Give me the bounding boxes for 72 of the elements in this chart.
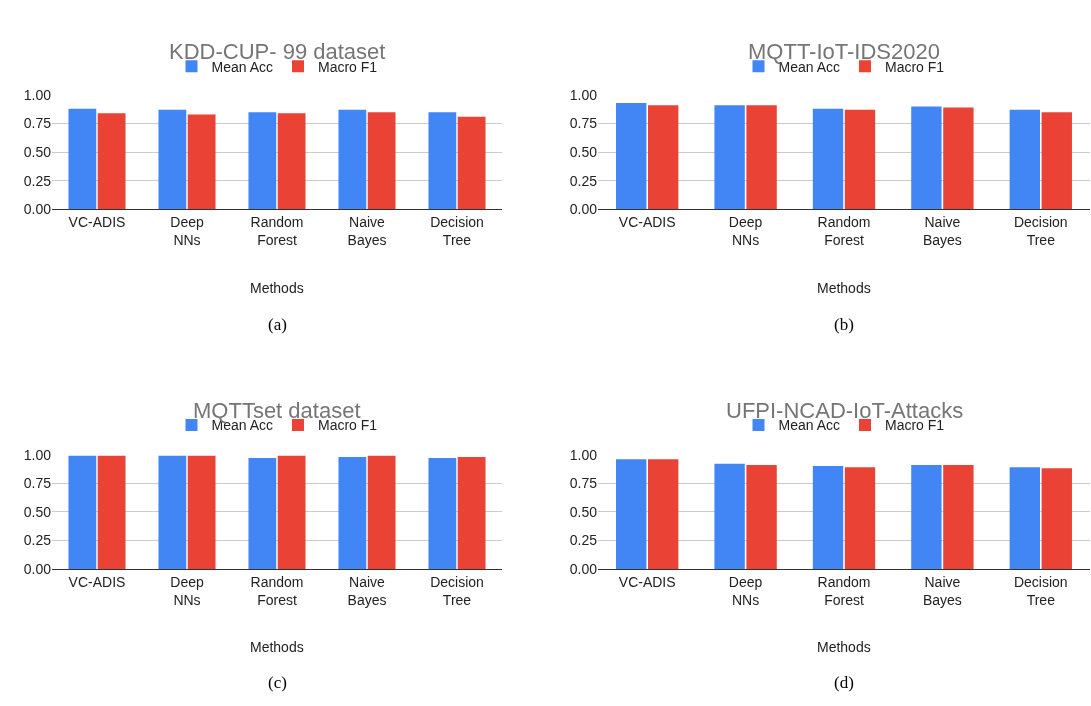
bar	[1041, 468, 1072, 569]
y-tick-label: 0.50	[569, 503, 598, 520]
x-tick-label: VC-ADIS	[618, 214, 676, 231]
legend-label: Macro F1	[317, 58, 378, 75]
x-axis-title: Methods	[817, 639, 871, 655]
bar	[648, 459, 679, 569]
bar	[943, 464, 974, 569]
bar	[911, 106, 942, 210]
bar	[714, 463, 745, 569]
bar	[1009, 467, 1040, 569]
bar	[648, 105, 679, 210]
y-tick-label: 0.75	[569, 115, 598, 132]
y-tick-label: 0.50	[23, 503, 52, 520]
x-tick-label: Deep NNs	[728, 214, 763, 249]
y-tick-label: 0.00	[23, 201, 52, 218]
x-axis-title: Methods	[250, 280, 304, 296]
x-tick-label: Naive Bayes	[922, 214, 962, 249]
y-tick-label: 0.00	[569, 560, 598, 577]
y-tick-label: 0.00	[23, 560, 52, 577]
text: (b)	[834, 315, 854, 334]
x-tick-label: Decision Tree	[430, 573, 484, 608]
bar	[844, 467, 876, 569]
y-tick-label: 0.50	[23, 144, 52, 161]
x-tick-label: Random Forest	[817, 573, 871, 608]
x-tick-label: Naive Bayes	[347, 214, 387, 249]
x-tick-label: VC-ADIS	[68, 573, 126, 590]
x-tick-label: Random Forest	[817, 214, 871, 249]
bar	[1009, 109, 1040, 210]
text: (d)	[834, 673, 854, 692]
x-axis-title: Methods	[250, 639, 304, 655]
x-tick-label: Decision Tree	[1013, 573, 1068, 608]
x-tick-label: Deep NNs	[170, 573, 204, 608]
bar	[616, 459, 647, 569]
x-tick-label: Random Forest	[250, 573, 304, 608]
y-tick-label: 0.25	[23, 532, 52, 549]
bar	[746, 105, 777, 210]
y-tick-label: 1.00	[23, 86, 52, 103]
bar	[943, 107, 974, 210]
y-tick-label: 0.00	[569, 201, 598, 218]
x-tick-label: Decision Tree	[430, 214, 484, 249]
x-tick-label: Random Forest	[250, 214, 304, 249]
x-tick-label: Naive Bayes	[922, 573, 962, 608]
x-tick-label: Decision Tree	[1013, 214, 1068, 249]
bar	[746, 464, 777, 569]
bar	[616, 102, 647, 210]
bar	[911, 464, 942, 569]
x-axis-title: Methods	[817, 280, 871, 296]
bar	[812, 466, 844, 569]
text: (c)	[268, 673, 287, 692]
y-tick-label: 1.00	[569, 86, 598, 103]
x-tick-label: VC-ADIS	[68, 214, 126, 231]
y-tick-label: 0.75	[23, 115, 52, 132]
bar	[1041, 112, 1072, 210]
x-tick-label: VC-ADIS	[618, 573, 676, 590]
legend-label: Macro F1	[884, 58, 945, 75]
x-tick-label: Deep NNs	[170, 214, 204, 249]
legend-label: Macro F1	[884, 417, 945, 434]
bar	[812, 108, 844, 210]
y-tick-label: 0.50	[569, 144, 598, 161]
y-tick-label: 1.00	[23, 446, 52, 463]
y-tick-label: 1.00	[569, 446, 598, 463]
x-tick-label: Naive Bayes	[347, 573, 387, 608]
legend-label: Mean Acc	[211, 58, 273, 75]
x-tick-label: Deep NNs	[728, 573, 763, 608]
y-tick-label: 0.25	[569, 172, 598, 189]
bar	[844, 109, 876, 210]
text: (a)	[268, 315, 287, 334]
y-tick-label: 0.25	[569, 532, 598, 549]
bar	[714, 105, 745, 210]
y-tick-label: 0.75	[569, 475, 598, 492]
y-tick-label: 0.25	[23, 172, 52, 189]
y-tick-label: 0.75	[23, 475, 52, 492]
